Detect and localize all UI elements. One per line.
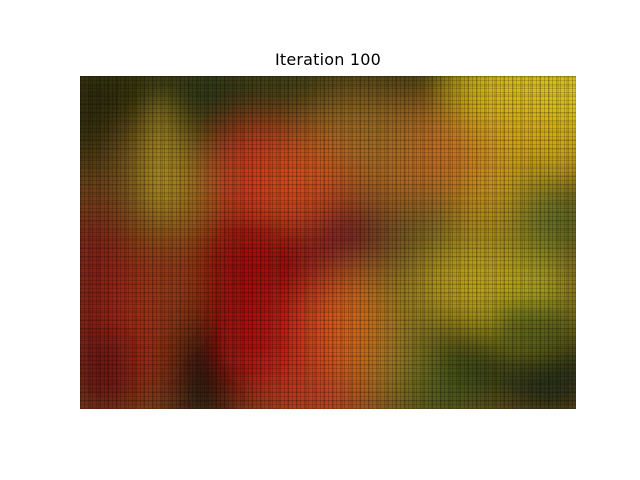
page-title: Iteration 100	[274, 50, 382, 69]
blurred-image-canvas	[80, 76, 576, 409]
generated-image	[80, 76, 576, 409]
